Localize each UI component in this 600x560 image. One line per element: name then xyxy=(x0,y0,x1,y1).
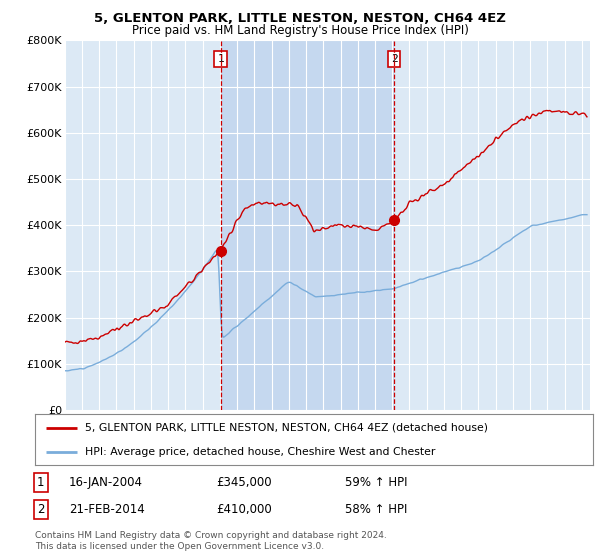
Text: Price paid vs. HM Land Registry's House Price Index (HPI): Price paid vs. HM Land Registry's House … xyxy=(131,24,469,36)
Text: 21-FEB-2014: 21-FEB-2014 xyxy=(69,503,145,516)
Text: HPI: Average price, detached house, Cheshire West and Chester: HPI: Average price, detached house, Ches… xyxy=(85,447,436,457)
Text: £410,000: £410,000 xyxy=(216,503,272,516)
Text: 1: 1 xyxy=(37,476,44,489)
Text: £345,000: £345,000 xyxy=(216,476,272,489)
Bar xyxy=(221,40,394,410)
Text: 5, GLENTON PARK, LITTLE NESTON, NESTON, CH64 4EZ: 5, GLENTON PARK, LITTLE NESTON, NESTON, … xyxy=(94,12,506,25)
Text: Contains HM Land Registry data © Crown copyright and database right 2024.: Contains HM Land Registry data © Crown c… xyxy=(35,531,386,540)
Text: This data is licensed under the Open Government Licence v3.0.: This data is licensed under the Open Gov… xyxy=(35,542,324,550)
Text: 2: 2 xyxy=(391,54,398,64)
Text: 2: 2 xyxy=(37,503,44,516)
Text: 58% ↑ HPI: 58% ↑ HPI xyxy=(345,503,407,516)
Text: 16-JAN-2004: 16-JAN-2004 xyxy=(69,476,143,489)
Text: 5, GLENTON PARK, LITTLE NESTON, NESTON, CH64 4EZ (detached house): 5, GLENTON PARK, LITTLE NESTON, NESTON, … xyxy=(85,422,488,432)
Text: 1: 1 xyxy=(217,54,224,64)
Text: 59% ↑ HPI: 59% ↑ HPI xyxy=(345,476,407,489)
